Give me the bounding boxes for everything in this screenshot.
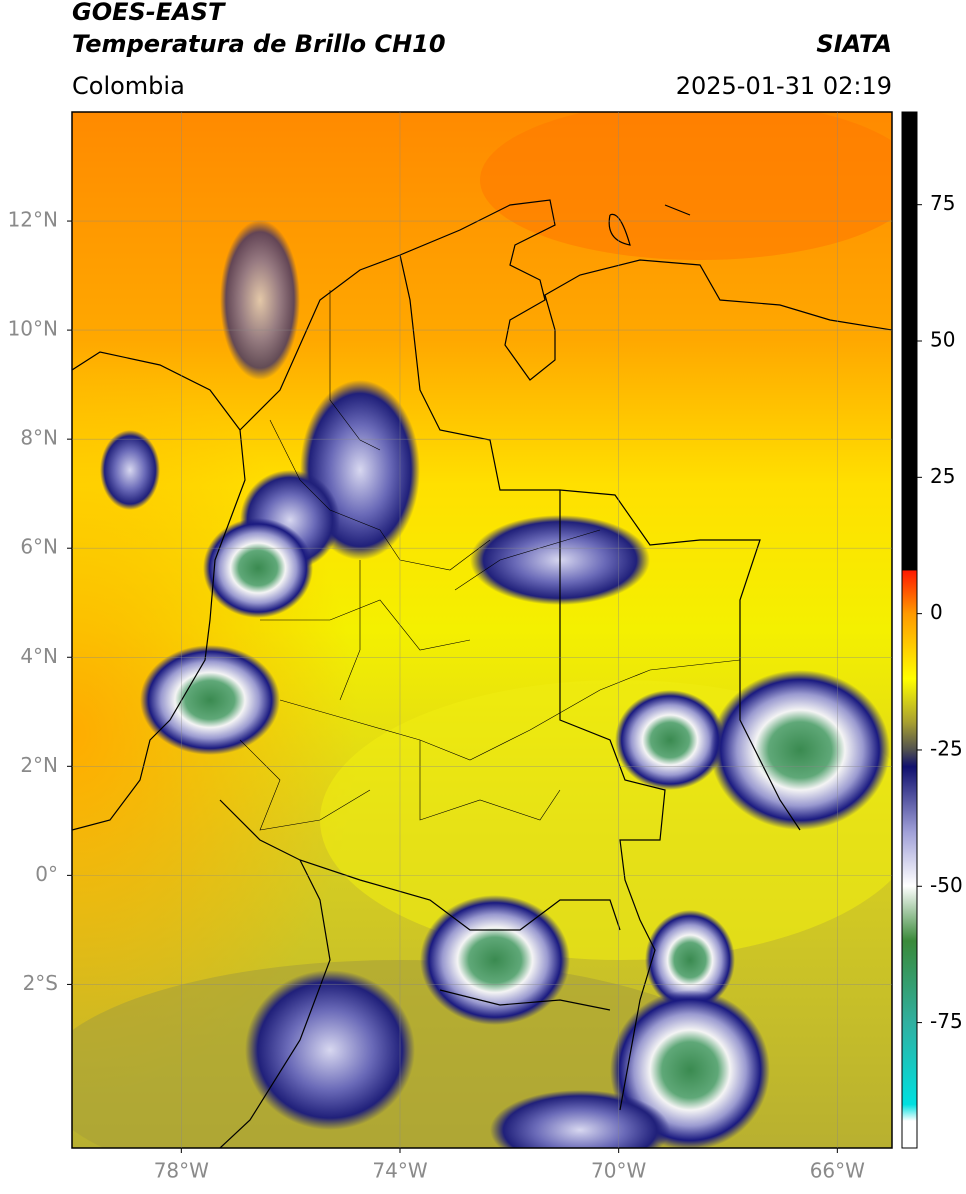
grid (72, 112, 892, 1148)
colorbar-label: 50 (930, 328, 955, 352)
datetime: 2025-01-31 02:19 (676, 72, 892, 100)
lon-label: 74°W (372, 1159, 427, 1183)
colorbar-label: 25 (930, 464, 955, 488)
lat-label: 8°N (20, 426, 58, 450)
source: SIATA (816, 30, 892, 58)
subtitle: Temperatura de Brillo CH10 (72, 30, 446, 58)
map-frame (71, 111, 893, 1149)
lat-label: 12°N (8, 208, 58, 232)
satellite-image (72, 112, 892, 1148)
region: Colombia (72, 72, 185, 100)
lat-label: 6°N (20, 535, 58, 559)
colorbar-label: -50 (930, 873, 963, 897)
title: GOES-EAST (72, 0, 226, 26)
lat-label: 4°N (20, 644, 58, 668)
lat-label: 2°S (23, 971, 58, 995)
colorbar (901, 111, 918, 1149)
lon-label: 70°W (591, 1159, 646, 1183)
colorbar-label: -25 (930, 736, 963, 760)
colorbar-label: -75 (930, 1009, 963, 1033)
lon-label: 78°W (154, 1159, 209, 1183)
lat-label: 10°N (8, 317, 58, 341)
colorbar-label: 75 (930, 191, 955, 215)
lat-label: 0° (35, 862, 58, 886)
lon-label: 66°W (810, 1159, 865, 1183)
colorbar-label: 0 (930, 600, 943, 624)
lat-label: 2°N (20, 753, 58, 777)
